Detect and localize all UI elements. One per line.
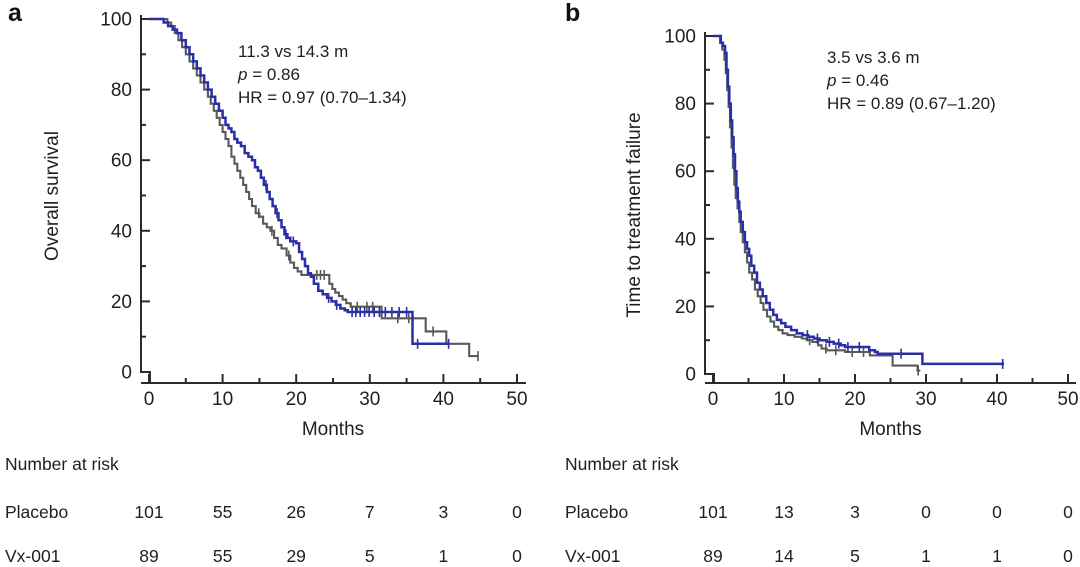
x-tick-label: 0 xyxy=(708,389,719,410)
risk-row-label-placebo: Placebo xyxy=(565,502,629,522)
x-tick-label: 40 xyxy=(433,389,454,410)
p-value-annotation: p xyxy=(237,65,247,84)
risk-count: 26 xyxy=(286,502,306,522)
x-tick-label: 30 xyxy=(915,389,936,410)
panel-a: a 0 20 40 60 80 100 0 10 20 30 40 50 Months Overall s… xyxy=(5,0,528,566)
y-axis-ticks: 0 20 40 60 80 100 xyxy=(664,27,714,386)
axes xyxy=(140,15,526,384)
y-tick-label: 20 xyxy=(111,292,132,313)
risk-count: 0 xyxy=(512,502,522,522)
y-tick-label: 80 xyxy=(111,80,132,101)
hazard-ratio-annotation: HR = 0.97 (0.70–1.34) xyxy=(238,88,407,107)
x-tick-label: 10 xyxy=(773,389,794,410)
risk-count: 0 xyxy=(921,502,931,522)
risk-count: 5 xyxy=(850,546,860,566)
risk-count: 5 xyxy=(364,546,375,566)
censor-ticks-vx-001 xyxy=(806,330,1004,369)
p-value-annotation: p xyxy=(826,71,836,90)
x-axis-title: Months xyxy=(302,419,364,440)
risk-count: 1 xyxy=(921,546,931,566)
risk-count: 3 xyxy=(438,502,449,522)
y-tick-label: 80 xyxy=(675,94,696,115)
risk-row-label-placebo: Placebo xyxy=(5,502,69,522)
x-tick-label: 40 xyxy=(986,389,1007,410)
risk-count: 1 xyxy=(438,546,449,566)
km-curve-vx-001 xyxy=(149,17,450,346)
km-curve-vx-001 xyxy=(713,34,1005,366)
risk-count: 0 xyxy=(1063,502,1073,522)
x-axis-title: Months xyxy=(859,419,921,440)
risk-row-label-vx-001: Vx-001 xyxy=(565,546,621,566)
axes xyxy=(704,32,1076,384)
median-annotation: 3.5 vs 3.6 m xyxy=(827,48,920,67)
x-tick-label: 30 xyxy=(359,389,380,410)
number-at-risk-heading-a: Number at risk xyxy=(5,454,119,474)
y-tick-label: 0 xyxy=(685,365,696,386)
y-tick-label: 100 xyxy=(664,27,696,48)
censor-ticks-vx-001 xyxy=(265,179,450,349)
risk-count: 14 xyxy=(774,546,794,566)
panel-b-letter: b xyxy=(565,0,581,27)
risk-count: 29 xyxy=(286,546,306,566)
y-tick-label: 40 xyxy=(111,221,132,242)
km-curve-placebo xyxy=(713,34,921,372)
y-tick-label: 40 xyxy=(675,229,696,250)
y-axis-ticks: 0 20 40 60 80 100 xyxy=(100,10,150,384)
risk-count: 1 xyxy=(992,546,1002,566)
panel-a-letter: a xyxy=(8,0,22,27)
risk-count: 0 xyxy=(1063,546,1073,566)
x-axis-ticks: 0 10 20 30 40 50 xyxy=(708,374,1079,410)
y-axis-title: Overall survival xyxy=(42,131,63,261)
km-chart-time-to-treatment-failure: 0 20 40 60 80 100 0 10 20 30 40 50 Months Time to tre… xyxy=(624,27,1079,441)
x-tick-label: 50 xyxy=(1057,389,1078,410)
median-annotation: 11.3 vs 14.3 m xyxy=(238,42,348,61)
risk-count: 101 xyxy=(134,502,164,522)
risk-count: 55 xyxy=(212,546,233,566)
x-tick-label: 0 xyxy=(144,389,155,410)
x-tick-label: 20 xyxy=(844,389,865,410)
hazard-ratio-annotation: HR = 0.89 (0.67–1.20) xyxy=(827,94,996,113)
y-axis-title: Time to treatment failure xyxy=(624,112,645,317)
y-tick-label: 60 xyxy=(111,151,132,172)
y-tick-label: 60 xyxy=(675,162,696,183)
km-chart-overall-survival: 0 20 40 60 80 100 0 10 20 30 40 50 Months Overall sur… xyxy=(42,10,528,441)
risk-row-label-vx-001: Vx-001 xyxy=(5,546,61,566)
number-at-risk-heading-b: Number at risk xyxy=(565,454,679,474)
x-tick-label: 10 xyxy=(212,389,233,410)
y-tick-label: 0 xyxy=(121,363,132,384)
risk-count: 3 xyxy=(850,502,860,522)
censor-ticks-placebo xyxy=(808,335,920,376)
risk-count: 0 xyxy=(992,502,1002,522)
y-tick-label: 100 xyxy=(100,10,132,31)
risk-count: 101 xyxy=(698,502,728,522)
x-tick-label: 20 xyxy=(286,389,307,410)
risk-count: 89 xyxy=(703,546,723,566)
risk-count: 13 xyxy=(774,502,794,522)
risk-count: 7 xyxy=(364,502,375,522)
panel-b: b 0 20 40 60 80 100 0 10 20 30 40 50 Months Time to t… xyxy=(540,0,1080,567)
x-tick-label: 50 xyxy=(506,389,527,410)
censor-ticks-placebo xyxy=(257,208,479,362)
y-tick-label: 20 xyxy=(675,297,696,318)
x-axis-ticks: 0 10 20 30 40 50 xyxy=(144,374,528,410)
risk-count: 55 xyxy=(212,502,233,522)
risk-count: 89 xyxy=(139,546,159,566)
risk-count: 0 xyxy=(512,546,522,566)
